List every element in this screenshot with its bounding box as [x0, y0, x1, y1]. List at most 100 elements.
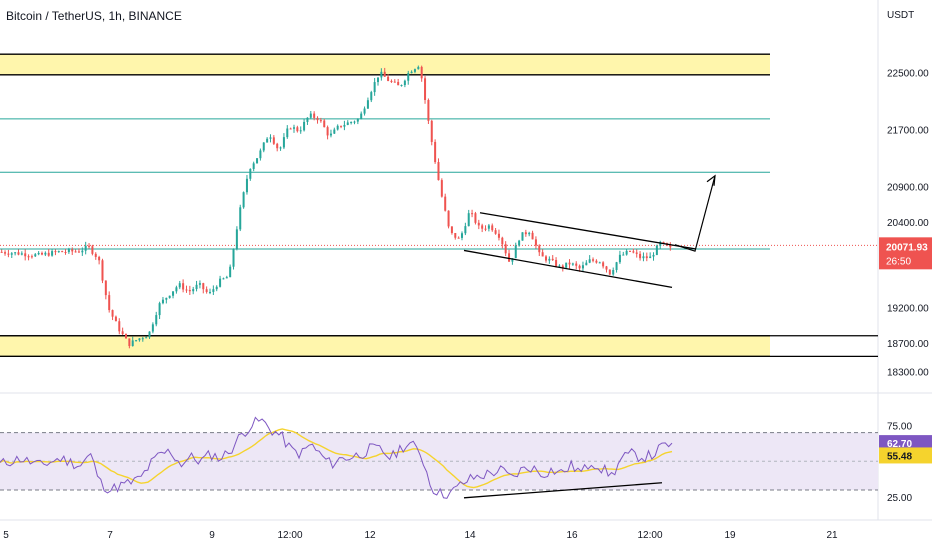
price-tick-label: 19200.00 [887, 303, 929, 314]
candle-body [602, 262, 605, 267]
candle-body [44, 252, 47, 255]
candle-body [229, 266, 232, 278]
candle-body [323, 120, 326, 128]
candle-body [54, 251, 57, 253]
candle-body [296, 127, 299, 132]
candle-body [124, 334, 128, 339]
candle-body [434, 141, 437, 163]
chart-title: Bitcoin / TetherUS, 1h, BINANCE [6, 9, 182, 23]
candle-body [632, 251, 635, 253]
time-tick-label: 12 [364, 530, 376, 541]
candle-body [104, 280, 107, 296]
candle-body [17, 252, 20, 255]
candle-body [151, 324, 154, 332]
channel-upper-line [479, 212, 697, 250]
candle-body [390, 80, 393, 82]
candle-body [511, 258, 514, 262]
candle-body [655, 245, 658, 255]
time-tick-label: 12:00 [277, 530, 302, 541]
candle-body [175, 287, 178, 292]
candle-body [481, 225, 484, 229]
rsi-value-badge [879, 435, 932, 452]
candle-body [256, 158, 259, 164]
candle-body [340, 125, 343, 127]
candle-body [299, 130, 302, 132]
candle-body [531, 232, 534, 240]
candle-body [642, 256, 645, 259]
candle-body [387, 76, 390, 81]
candle-body [14, 252, 17, 254]
candle-body [618, 254, 621, 263]
candle-body [595, 260, 598, 263]
last-price-badge [879, 237, 932, 270]
candle-body [356, 119, 359, 122]
candle-body [185, 289, 188, 291]
candle-body [444, 196, 447, 211]
candle-body [158, 303, 161, 316]
candle-body [628, 250, 632, 252]
candle-body [561, 265, 564, 268]
candle-body [0, 251, 3, 253]
candle-body [232, 249, 235, 267]
candle-body [649, 256, 652, 259]
candle-body [145, 337, 148, 339]
candle-body [74, 251, 77, 253]
candle-body [168, 295, 171, 298]
candle-body [316, 117, 319, 121]
time-tick-label: 19 [724, 530, 736, 541]
candle-body [474, 213, 477, 223]
candle-body [457, 237, 460, 239]
candle-body [350, 122, 353, 124]
candle-body [622, 254, 625, 256]
candle-body [353, 121, 356, 123]
candle-body [605, 266, 608, 270]
candle-body [558, 265, 561, 267]
candle-body [534, 239, 537, 246]
candle-body [319, 120, 322, 122]
candle-body [571, 263, 574, 265]
candle-body [161, 299, 164, 304]
candle-body [578, 265, 581, 269]
candle-body [222, 278, 225, 280]
candle-body [182, 283, 185, 290]
candle-body [118, 321, 121, 332]
candle-body [450, 226, 453, 233]
projection-arrowhead [706, 174, 716, 186]
candle-body [380, 71, 383, 78]
candle-body [4, 252, 7, 254]
candle-body [447, 210, 450, 227]
candle-body [669, 245, 672, 248]
rsi-divergence-line [463, 482, 663, 499]
time-tick-label: 9 [209, 530, 215, 541]
candle-body [427, 99, 430, 121]
candle-body [47, 252, 50, 256]
candle-body [148, 331, 151, 338]
price-tick-label: 18300.00 [887, 367, 929, 378]
candle-body [51, 251, 54, 256]
candle-body [585, 262, 588, 266]
candle-body [598, 262, 601, 264]
candle-body [413, 69, 416, 72]
candle-body [262, 142, 265, 151]
candle-body [108, 295, 111, 311]
candle-body [225, 277, 228, 279]
candle-body [272, 137, 275, 144]
candle-body [306, 117, 309, 122]
candle-body [383, 71, 386, 77]
candle-body [84, 245, 87, 251]
candle-body [289, 128, 292, 130]
candle-body [430, 120, 433, 142]
candle-body [101, 260, 104, 281]
candle-body [484, 228, 487, 230]
time-tick-label: 7 [107, 530, 113, 541]
candle-body [135, 340, 138, 342]
candle-body [615, 262, 618, 271]
candle-body [111, 310, 114, 317]
candle-body [588, 259, 591, 263]
candle-body [575, 263, 578, 266]
candle-body [336, 125, 339, 130]
candle-body [114, 316, 117, 322]
candle-body [397, 81, 400, 86]
time-tick-label: 21 [826, 530, 838, 541]
